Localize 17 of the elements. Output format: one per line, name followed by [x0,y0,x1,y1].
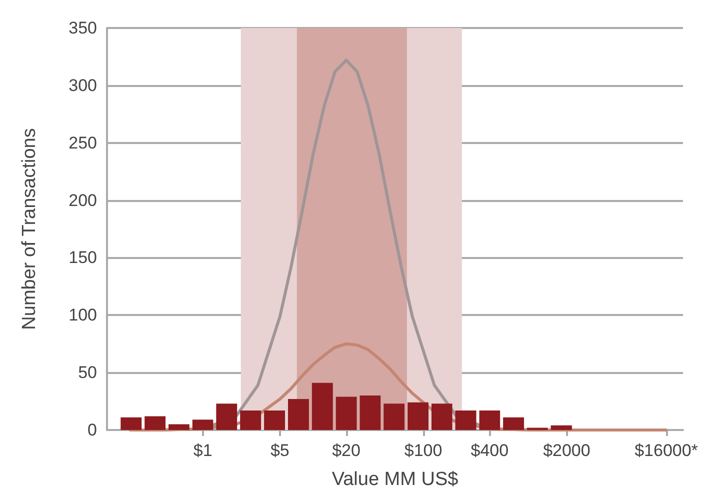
y-axis-title: Number of Transactions [19,128,40,330]
x-tick-label: $1 [193,441,212,460]
x-tick-label: $5 [270,441,290,460]
y-tick-label: 0 [88,420,97,440]
x-tick-label: $400 [470,441,509,460]
x-tick-label: $16000* [634,441,698,460]
y-tick-label: 150 [68,248,97,268]
y-tick-label: 50 [78,363,97,382]
y-tick-label: 100 [68,306,97,325]
x-tick-label: $20 [332,441,360,460]
y-tick-label: 200 [68,190,97,210]
x-tick-label: $2000 [543,441,590,460]
x-axis-title: Value MM US$ [332,469,459,490]
y-tick-label: 250 [68,133,97,152]
x-tick-label: $100 [404,441,442,460]
y-tick-label: 300 [68,76,97,95]
y-tick-label: 350 [68,18,97,38]
